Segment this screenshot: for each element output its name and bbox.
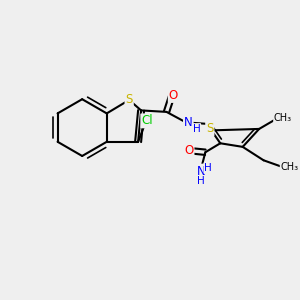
Text: Cl: Cl — [141, 114, 153, 128]
Text: S: S — [206, 122, 214, 135]
Text: N: N — [196, 165, 205, 178]
Text: O: O — [184, 144, 194, 157]
Text: CH₃: CH₃ — [280, 162, 299, 172]
Text: N: N — [184, 116, 193, 129]
Text: CH₃: CH₃ — [274, 113, 292, 124]
Text: H: H — [193, 124, 200, 134]
Text: H: H — [197, 176, 205, 186]
Text: S: S — [125, 94, 133, 106]
Text: H: H — [205, 163, 212, 173]
Text: O: O — [169, 89, 178, 102]
